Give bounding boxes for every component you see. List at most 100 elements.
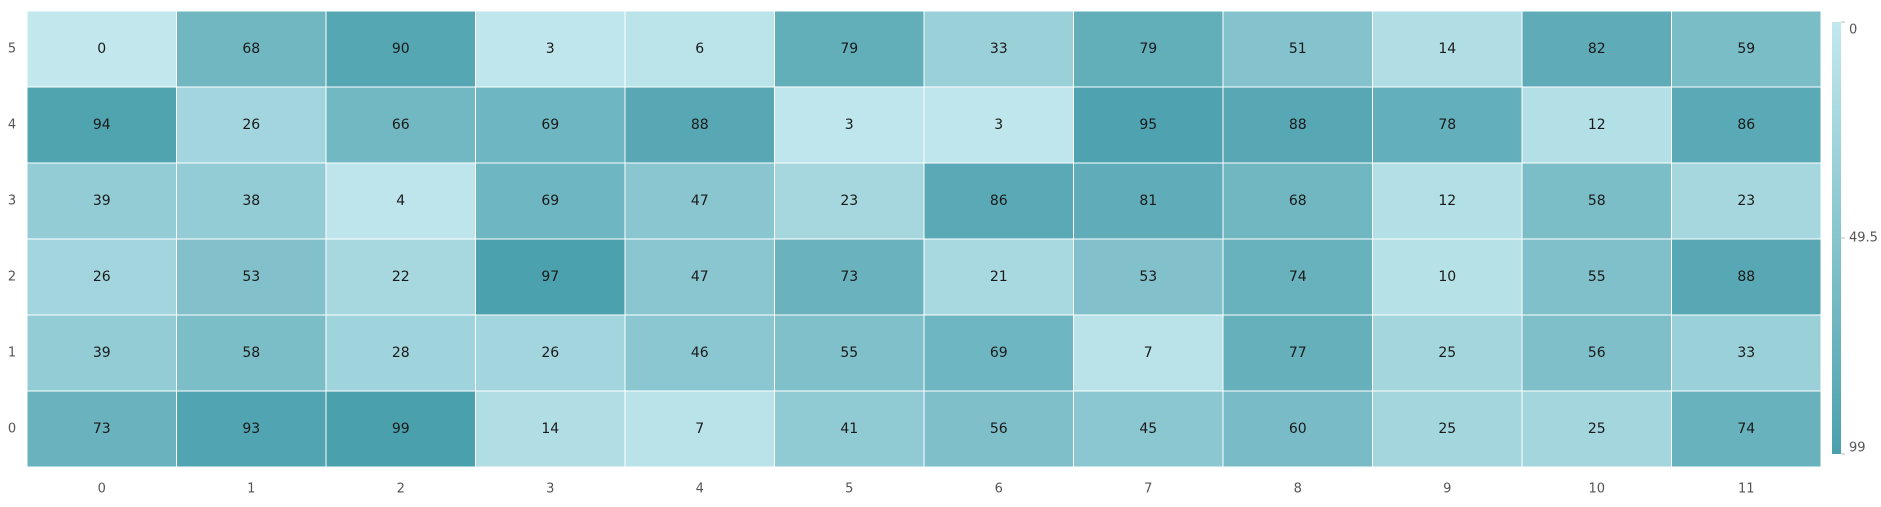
cell-value-label: 69 [541,117,559,133]
cell-value-label: 12 [1438,193,1456,209]
cell-value-label: 46 [691,345,709,361]
x-tick-label: 5 [845,482,853,497]
heatmap-cell [1372,10,1523,88]
heatmap-cell [774,314,925,392]
heatmap-cell [325,314,476,392]
heatmap-cell [26,10,177,88]
heatmap-cell [176,238,327,316]
cell-value-label: 55 [1588,269,1606,285]
heatmap-cell [774,86,925,164]
cell-value-label: 73 [840,269,858,285]
y-axis-tick-labels: 5 4 3 2 1 0 [8,42,16,437]
heatmap-cell [475,86,626,164]
cell-value-label: 14 [541,421,559,437]
cell-value-label: 6 [695,41,704,57]
x-tick-label: 0 [98,482,106,497]
cell-value-label: 73 [93,421,111,437]
cell-value-label: 33 [1737,345,1755,361]
y-tick-label: 3 [8,194,16,209]
x-tick-label: 11 [1738,482,1755,497]
cell-value-label: 58 [242,345,260,361]
cell-value-label: 7 [1144,345,1153,361]
heatmap-cell [1073,10,1224,88]
cell-value-label: 39 [93,193,111,209]
cell-value-label: 51 [1289,41,1307,57]
heatmap-cell [1671,10,1822,88]
legend-tick-label: 0 [1849,23,1857,38]
cell-value-label: 3 [994,117,1003,133]
legend-tick-label: 99 [1849,441,1866,456]
heatmap-cell [1222,86,1373,164]
cell-value-label: 74 [1737,421,1755,437]
heatmap-cell [176,10,327,88]
heatmap-cell [774,238,925,316]
cell-value-label: 45 [1139,421,1157,437]
cell-value-label: 41 [840,421,858,437]
heatmap-cell [1521,314,1672,392]
cell-value-label: 10 [1438,269,1456,285]
cell-value-label: 0 [97,41,106,57]
cell-value-label: 74 [1289,269,1307,285]
heatmap-cell [1372,238,1523,316]
cell-value-label: 47 [691,193,709,209]
x-tick-label: 7 [1144,482,1152,497]
cell-value-label: 23 [1737,193,1755,209]
heatmap-cell [774,10,925,88]
heatmap-cell [1372,390,1523,468]
cell-value-label: 47 [691,269,709,285]
heatmap-cell [923,86,1074,164]
cell-value-label: 88 [691,117,709,133]
cell-value-label: 94 [93,117,111,133]
x-tick-label: 4 [696,482,704,497]
color-legend: 0 49.5 99 [1832,21,1878,456]
heatmap-cell [624,10,775,88]
heatmap-cell [26,314,177,392]
cell-value-label: 39 [93,345,111,361]
heatmap-cell [624,86,775,164]
cell-value-label: 59 [1737,41,1755,57]
heatmap-cell [475,162,626,240]
x-tick-label: 1 [247,482,255,497]
cell-value-label: 97 [541,269,559,285]
cell-value-label: 56 [1588,345,1606,361]
y-tick-label: 1 [8,346,16,361]
heatmap-cell [1073,86,1224,164]
heatmap-cell [1521,162,1672,240]
cell-value-label: 4 [396,193,405,209]
heatmap-cell [1521,238,1672,316]
cell-value-label: 21 [990,269,1008,285]
cell-value-label: 53 [242,269,260,285]
cell-value-label: 25 [1438,345,1456,361]
heatmap-cell [624,314,775,392]
x-tick-label: 8 [1294,482,1302,497]
y-tick-label: 2 [8,270,16,285]
heatmap-cell [923,314,1074,392]
x-tick-label: 6 [995,482,1003,497]
heatmap-cell [26,390,177,468]
heatmap-cell [923,238,1074,316]
heatmap-cell [26,86,177,164]
heatmap-cell [1222,238,1373,316]
cell-value-label: 3 [546,41,555,57]
cell-value-label: 82 [1588,41,1606,57]
heatmap-cell [475,10,626,88]
cell-value-label: 99 [392,421,410,437]
legend-gradient-bar [1832,22,1841,454]
cell-value-label: 25 [1588,421,1606,437]
x-axis-tick-labels: 0 1 2 3 4 5 6 7 8 9 10 11 [98,482,1755,497]
cell-value-label: 77 [1289,345,1307,361]
heatmap-cell [26,238,177,316]
y-tick-label: 0 [8,422,16,437]
x-tick-label: 3 [546,482,554,497]
heatmap-cell [1671,86,1822,164]
cell-value-label: 78 [1438,117,1456,133]
cell-value-label: 53 [1139,269,1157,285]
cell-value-label: 66 [392,117,410,133]
heatmap-cell [624,162,775,240]
cell-value-label: 55 [840,345,858,361]
y-tick-label: 4 [8,118,16,133]
cell-value-label: 58 [1588,193,1606,209]
heatmap-cell [26,162,177,240]
